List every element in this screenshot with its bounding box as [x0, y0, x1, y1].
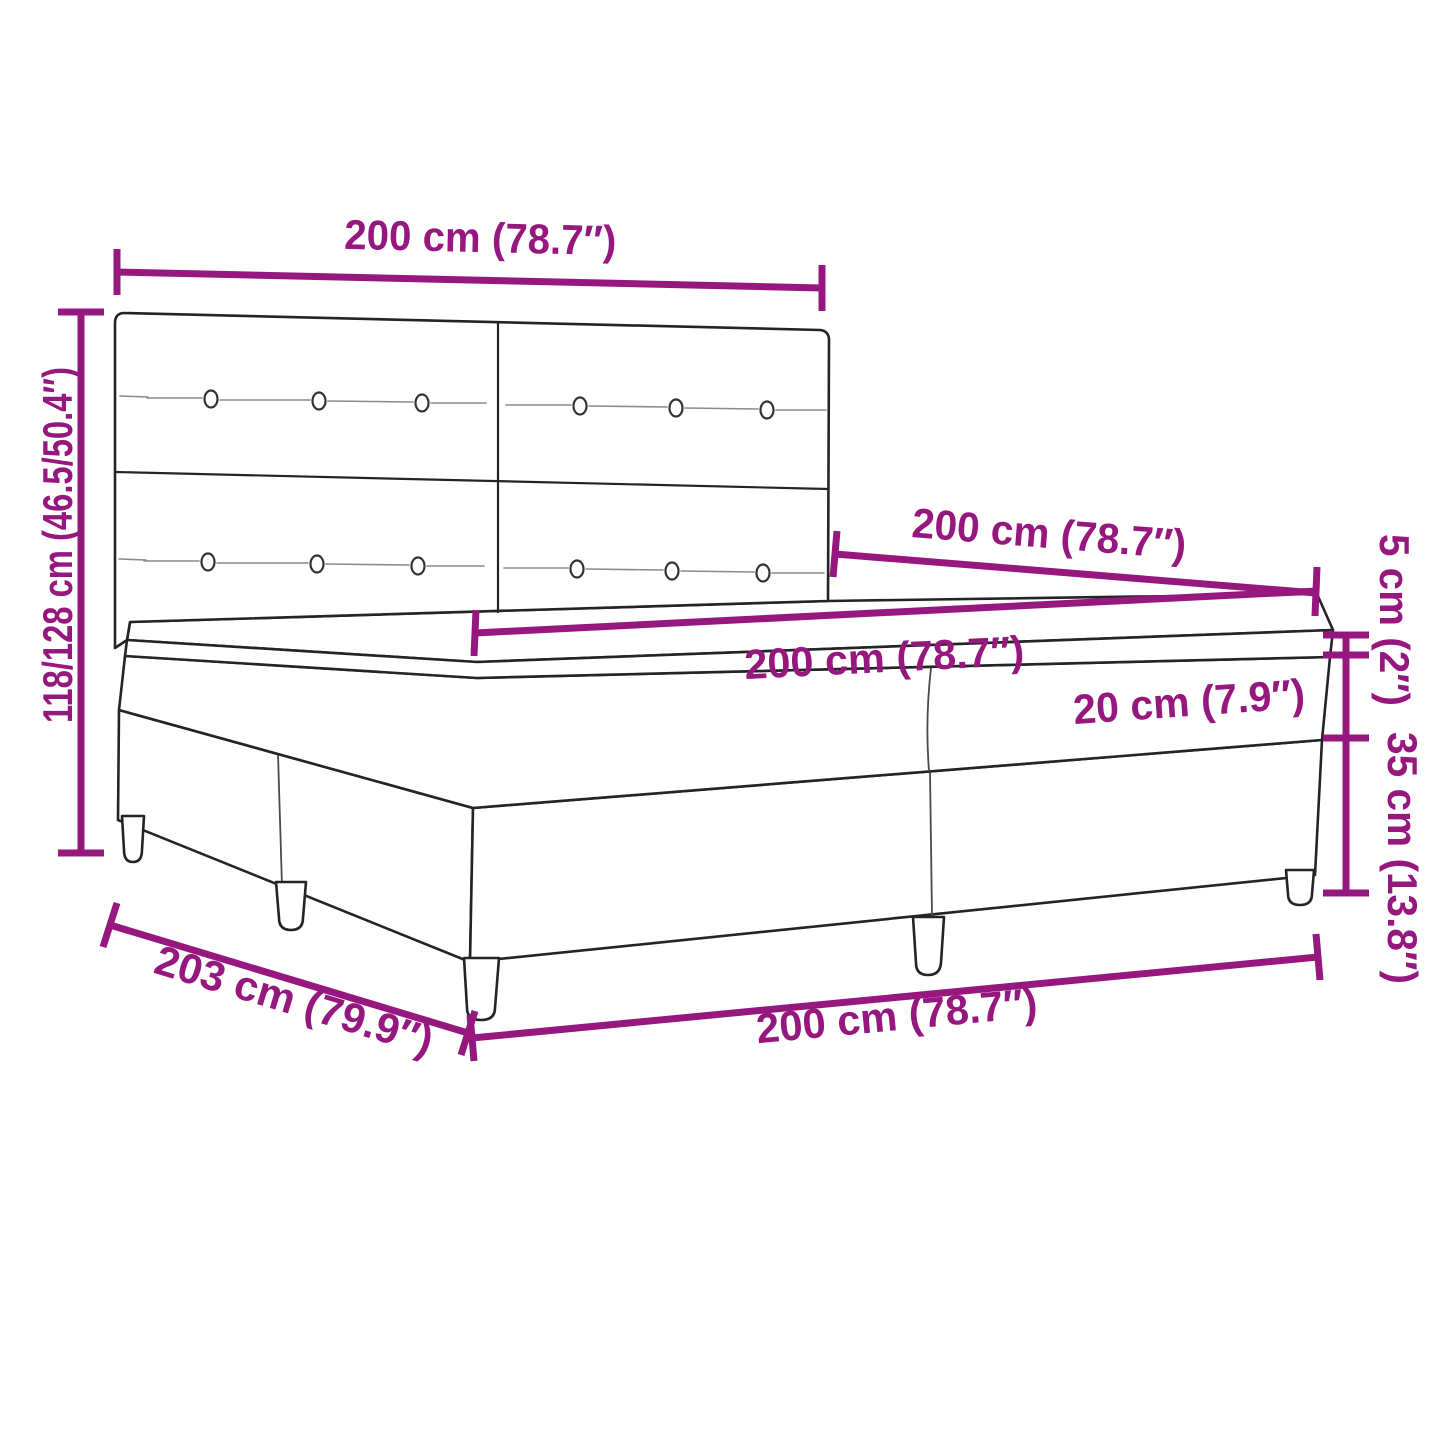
mattress-seam: [926, 667, 932, 772]
dimension-headboard-width: 200 cm (78.7″): [113, 211, 826, 311]
leg-front-right: [1284, 868, 1316, 907]
headboard-buttons-row1: [119, 389, 827, 420]
dimension-total-height: 118/128 cm (46.5/50.4″): [34, 308, 104, 857]
box-spring-base: [116, 708, 1324, 964]
headboard-divider-horizontal: [113, 470, 830, 491]
total-height-label: 118/128 cm (46.5/50.4″): [34, 367, 81, 723]
floor-length-label: 203 cm (79.9″): [150, 936, 439, 1064]
dimension-floor-width: 200 cm (78.7″): [466, 933, 1324, 1062]
headboard-width-label: 200 cm (78.7″): [344, 211, 617, 264]
base-seam-front: [929, 771, 933, 917]
leg-front-middle: [911, 915, 946, 977]
base-seam-left: [277, 753, 283, 887]
floor-width-label: 200 cm (78.7″): [754, 979, 1039, 1052]
base-height-label: 35 cm (13.8″): [1379, 732, 1426, 984]
leg-rear-left: [120, 814, 146, 864]
leg-front-left: [462, 956, 501, 1022]
leg-mid-left: [274, 880, 308, 932]
topper-height-label: 5 cm (2″): [1371, 534, 1418, 706]
bed-legs: [120, 814, 1316, 1022]
headboard: [113, 311, 831, 650]
dimension-right-ruler: 5 cm (2″) 20 cm (7.9″) 35 cm (13.8″): [1072, 534, 1426, 984]
mattress-length-label: 200 cm (78.7″): [910, 499, 1188, 568]
headboard-buttons-row2: [118, 552, 825, 583]
